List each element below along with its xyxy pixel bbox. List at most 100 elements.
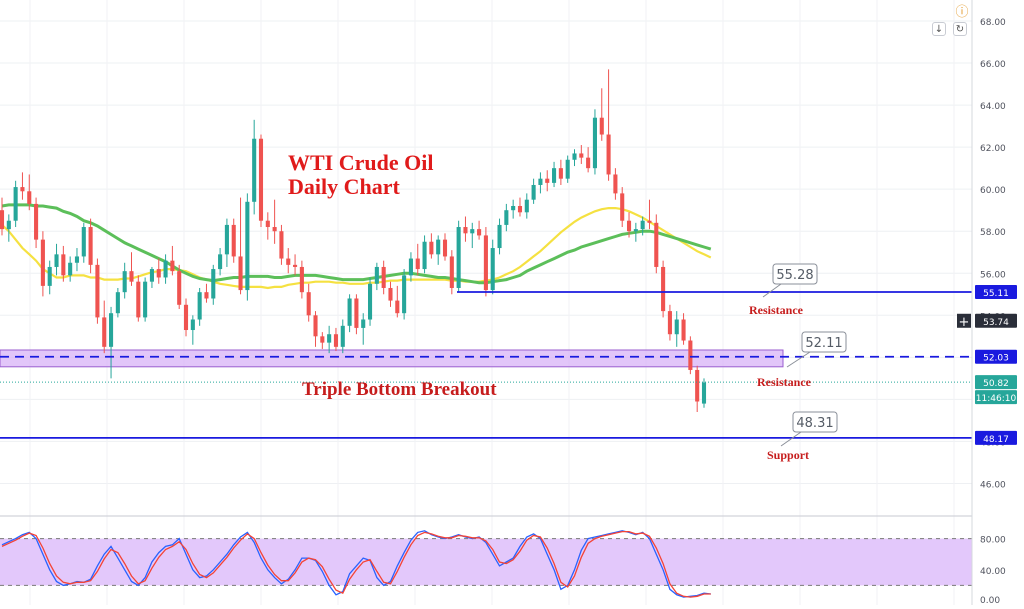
candle-body xyxy=(626,220,632,232)
candle-body xyxy=(552,168,557,183)
candle-body xyxy=(320,336,325,343)
price-tag-label: 48.17 xyxy=(983,435,1009,445)
candle-body xyxy=(0,210,5,230)
candle-body xyxy=(197,292,202,320)
oscillator-band xyxy=(0,538,972,586)
candle-body xyxy=(606,134,611,175)
candle-body xyxy=(511,206,516,211)
candle-body xyxy=(470,229,475,234)
resistance-callout-1-value: 55.28 xyxy=(776,268,813,283)
long-moving-average-line xyxy=(1,203,712,285)
candle-body xyxy=(88,227,93,265)
candle-body xyxy=(6,220,11,230)
candle-body xyxy=(374,266,379,284)
candle-body xyxy=(95,264,100,318)
candle-body xyxy=(565,159,570,179)
price-tag xyxy=(975,313,1017,328)
candle-body xyxy=(572,153,577,160)
candle-body xyxy=(477,229,482,236)
candle-body xyxy=(129,271,134,282)
moving-averages xyxy=(1,203,712,290)
purple-zone xyxy=(0,349,784,368)
toolbar-alert-button[interactable]: ⓘ xyxy=(955,3,969,20)
oscillator-panel xyxy=(0,515,1024,598)
candle-body xyxy=(170,260,175,272)
candle-body xyxy=(354,298,359,328)
candle-body xyxy=(701,382,707,404)
candle-body xyxy=(545,178,550,183)
candle-body xyxy=(415,258,420,270)
resistance-callout-1-label: Resistance xyxy=(749,303,804,317)
candle-body xyxy=(340,325,345,347)
price-tag xyxy=(975,390,1017,405)
candle-body xyxy=(381,266,386,288)
candle-body xyxy=(661,266,666,312)
resistance-callout-2-label: Resistance xyxy=(757,375,812,389)
candle-body xyxy=(347,298,352,326)
price-tag xyxy=(975,375,1017,390)
candle-body xyxy=(143,281,148,318)
candle-body xyxy=(633,229,638,232)
candle-body xyxy=(81,227,86,257)
candle-body xyxy=(149,269,154,282)
candle-body xyxy=(293,264,298,267)
candle-body xyxy=(490,248,495,291)
price-axis: 68.0066.0064.0062.0060.0058.0056.0054.00… xyxy=(957,0,1024,606)
oscillator-k-line xyxy=(1,530,711,598)
candle-body xyxy=(211,269,216,299)
candle-body xyxy=(313,315,318,337)
candle-body xyxy=(586,157,591,169)
candle-body xyxy=(190,319,195,331)
candle-body xyxy=(27,191,32,204)
candle-body xyxy=(654,222,659,267)
resistance-callout-2-box xyxy=(801,331,847,353)
oscillator-tick-label: 80.00 xyxy=(980,536,1006,546)
candle-body xyxy=(429,241,434,255)
candle-body xyxy=(299,266,304,293)
crosshair-plus-icon[interactable] xyxy=(957,313,971,328)
y-tick-label: 46.00 xyxy=(980,480,1006,490)
scroll-down-button[interactable]: ↓ xyxy=(932,22,946,36)
short-moving-average-line xyxy=(1,207,712,290)
support-callout-box xyxy=(792,411,838,433)
candle-body xyxy=(388,287,393,301)
oscillator-tick-label: 40.00 xyxy=(980,567,1006,577)
candle-body xyxy=(667,311,672,335)
candle-body xyxy=(442,239,448,257)
price-tag xyxy=(975,349,1017,364)
candle-body xyxy=(122,271,127,293)
candle-body xyxy=(402,275,407,314)
candle-body xyxy=(258,138,264,221)
candle-body xyxy=(306,292,311,316)
candle-body xyxy=(156,269,161,278)
horizontal-levels xyxy=(0,291,972,439)
candle-body xyxy=(177,271,182,305)
candle-body xyxy=(620,193,625,221)
candle-body xyxy=(504,210,509,225)
candle-body xyxy=(115,292,120,314)
y-tick-label: 62.00 xyxy=(980,144,1006,154)
candle-body xyxy=(54,254,59,267)
price-tag-label: 53.74 xyxy=(983,318,1009,328)
refresh-button[interactable]: ↻ xyxy=(953,22,967,36)
price-tag xyxy=(975,284,1017,299)
candle-body xyxy=(599,117,604,135)
candle-body xyxy=(204,292,209,299)
candle-body xyxy=(531,184,536,200)
candle-body xyxy=(456,227,461,288)
candle-body xyxy=(272,227,277,232)
candle-body xyxy=(20,187,25,192)
resistance-callout-2-pointer xyxy=(786,351,811,368)
candle-body xyxy=(681,319,686,341)
candle-body xyxy=(640,220,645,230)
candle-body xyxy=(361,319,366,328)
price-axis-bg xyxy=(972,0,1024,605)
candle-body xyxy=(538,178,543,185)
candle-body xyxy=(395,300,400,314)
candle-body xyxy=(238,256,243,291)
candle-body xyxy=(61,254,66,276)
candle-body xyxy=(524,199,529,213)
